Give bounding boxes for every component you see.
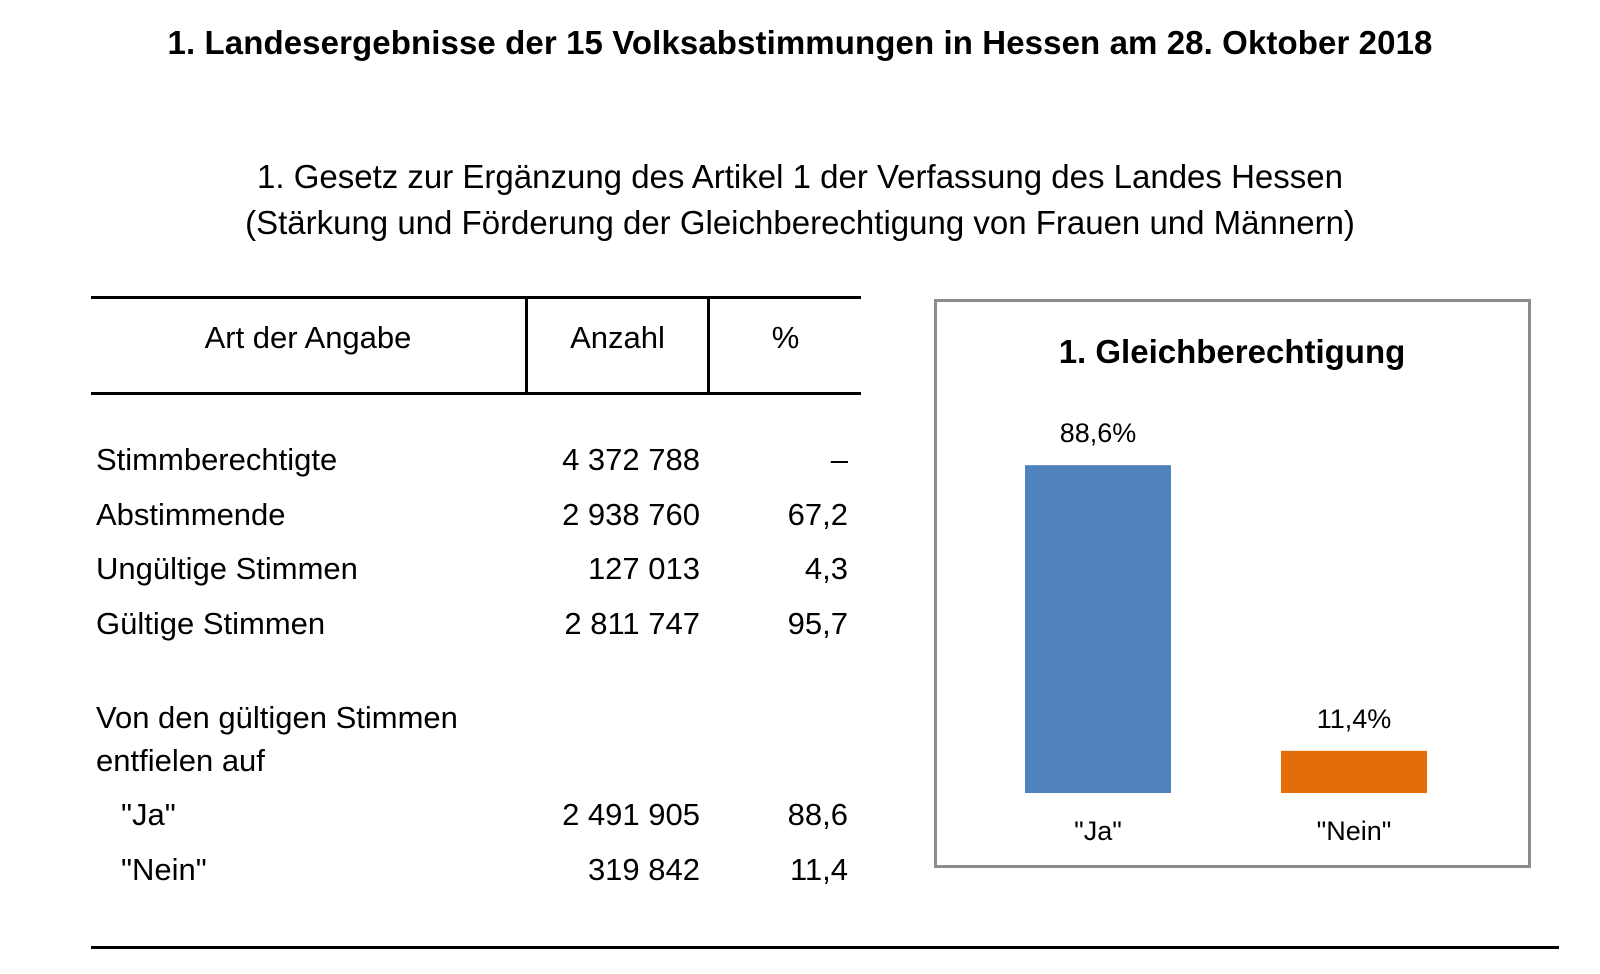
sub-row-count: 319 842 [587, 852, 700, 887]
sub-row-count: 2 491 905 [562, 797, 700, 832]
header-percent: % [771, 320, 800, 355]
bar-1 [1281, 750, 1427, 793]
header-anzahl: Anzahl [570, 320, 665, 355]
bar-0 [1025, 465, 1171, 793]
sub-row-label: "Ja" [121, 797, 176, 832]
table-column-divider-1 [525, 296, 528, 395]
sub-row-label: "Nein" [121, 852, 207, 887]
chart-title: 1. Gleichberechtigung [1059, 333, 1406, 370]
table-header-bottom-rule [91, 392, 861, 395]
data-label-1: 11,4% [1317, 704, 1392, 734]
section-label-line-2: entfielen auf [96, 743, 265, 778]
header-art-der-angabe: Art der Angabe [204, 320, 412, 355]
bar-chart: 1. Gleichberechtigung 88,6% "Ja" 11,4% "Nei… [1025, 333, 1427, 846]
row-count: 2 938 760 [562, 497, 700, 532]
category-label-1: "Nein" [1317, 816, 1392, 846]
subtitle-line-1: 1. Gesetz zur Ergänzung des Artikel 1 de… [257, 158, 1343, 195]
table-column-divider-2 [707, 296, 710, 395]
row-label: Gültige Stimmen [96, 606, 326, 641]
main-title: 1. Landesergebnisse der 15 Volksabstimmu… [167, 24, 1433, 61]
subtitle-line-2: (Stärkung und Förderung der Gleichberech… [245, 204, 1355, 241]
section-label-line-1: Von den gültigen Stimmen [96, 700, 458, 735]
data-label-0: 88,6% [1060, 418, 1137, 448]
row-label: Abstimmende [96, 497, 286, 532]
row-count: 4 372 788 [562, 442, 700, 477]
row-percent: 4,3 [804, 551, 848, 586]
sub-row-percent: 11,4 [789, 852, 848, 887]
row-count: 127 013 [587, 551, 700, 586]
sub-row-percent: 88,6 [787, 797, 848, 832]
document-bottom-rule [91, 946, 1559, 949]
row-percent: 67,2 [787, 497, 848, 532]
row-percent: – [830, 442, 848, 477]
table-top-rule [91, 296, 861, 299]
row-label: Ungültige Stimmen [96, 551, 358, 586]
row-label: Stimmberechtigte [96, 442, 338, 477]
category-label-0: "Ja" [1074, 816, 1122, 846]
chart-frame [934, 299, 1531, 868]
row-percent: 95,7 [787, 606, 848, 641]
row-count: 2 811 747 [564, 606, 700, 641]
